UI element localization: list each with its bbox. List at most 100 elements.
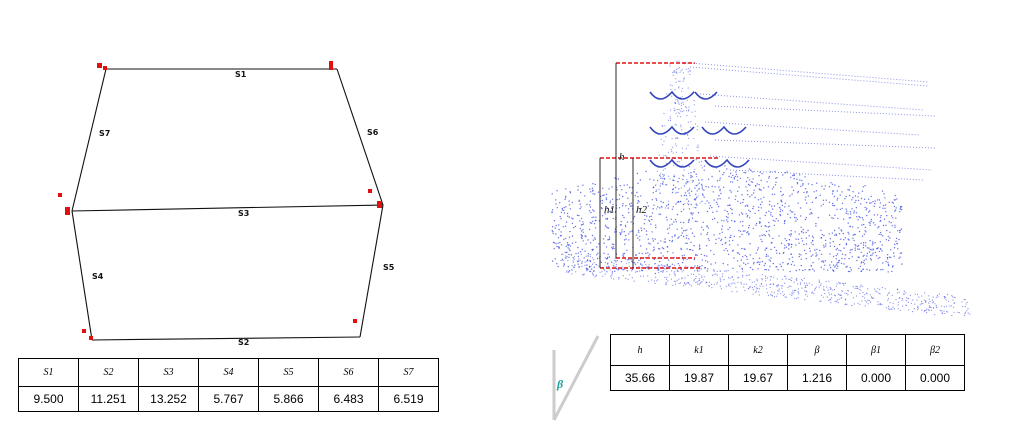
cloud-point: [726, 210, 728, 213]
cloud-point: [807, 229, 809, 232]
cloud-point: [693, 104, 695, 106]
cloud-point: [882, 207, 884, 209]
cloud-point: [686, 282, 688, 284]
cloud-point: [558, 228, 560, 231]
cloud-point: [674, 71, 676, 73]
cloud-point: [864, 294, 866, 296]
cloud-point: [625, 234, 627, 237]
cloud-point: [752, 227, 755, 230]
cloud-point: [823, 289, 825, 291]
cloud-point: [807, 295, 809, 297]
cloud-point: [683, 208, 685, 210]
cloud-point: [688, 218, 690, 221]
cloud-point: [670, 278, 673, 280]
cloud-point: [659, 248, 661, 250]
cloud-point: [602, 275, 604, 277]
cloud-point: [658, 154, 660, 156]
cloud-point: [673, 221, 675, 223]
cloud-point: [847, 294, 849, 296]
cloud-point: [637, 229, 640, 232]
cloud-point: [803, 277, 805, 279]
cloud-point: [784, 219, 786, 222]
cloud-point: [676, 108, 678, 111]
cloud-point: [797, 190, 799, 193]
cloud-point: [803, 282, 805, 284]
cloud-point: [655, 224, 657, 226]
cloud-point: [562, 259, 564, 261]
cloud-point: [757, 199, 760, 201]
cloud-point: [648, 242, 650, 244]
cloud-point: [589, 270, 591, 272]
cloud-point: [852, 237, 854, 239]
cloud-point: [682, 80, 684, 82]
cloud-point: [680, 282, 682, 284]
cloud-point: [582, 184, 584, 186]
cloud-point: [905, 292, 907, 294]
cloud-point: [855, 285, 857, 287]
cloud-point: [876, 247, 878, 250]
cloud-point: [799, 179, 801, 181]
cloud-point: [855, 245, 857, 247]
cloud-point: [681, 96, 683, 98]
cloud-point: [895, 299, 897, 301]
cloud-point: [696, 220, 698, 223]
cloud-point: [591, 187, 594, 189]
cloud-point: [672, 152, 674, 154]
cloud-point: [657, 269, 659, 272]
cloud-point: [746, 256, 748, 258]
cloud-point: [868, 251, 871, 253]
cloud-point: [749, 210, 751, 213]
cloud-point: [734, 198, 736, 201]
cloud-point: [891, 266, 894, 268]
cloud-point: [888, 292, 890, 294]
cloud-point: [585, 243, 587, 245]
cloud-point: [840, 262, 843, 265]
cloud-point: [680, 116, 682, 118]
cloud-point: [572, 257, 574, 259]
cloud-point: [758, 294, 760, 296]
cloud-point: [748, 217, 751, 219]
cloud-point: [861, 224, 863, 226]
cloud-point: [765, 255, 767, 258]
cloud-point: [815, 196, 817, 199]
cloud-point: [898, 291, 900, 293]
cloud-point: [663, 265, 666, 267]
cloud-point: [744, 289, 746, 292]
cloud-point: [627, 208, 630, 210]
cloud-point: [839, 243, 841, 246]
cloud-point: [591, 263, 594, 265]
cloud-point: [720, 239, 722, 242]
cloud-point: [646, 202, 648, 204]
cloud-point: [790, 253, 792, 255]
cloud-point: [746, 258, 748, 261]
cloud-point: [801, 179, 803, 182]
table-cell: 19.87: [669, 365, 729, 391]
cloud-point: [932, 302, 934, 304]
cloud-point: [805, 294, 807, 296]
cloud-point: [678, 177, 680, 180]
cloud-point: [655, 226, 657, 229]
cloud-point: [679, 112, 681, 115]
cloud-point: [775, 177, 777, 179]
cloud-point: [618, 268, 620, 270]
cloud-point: [753, 189, 755, 191]
cloud-point: [658, 188, 660, 190]
cloud-point: [683, 78, 685, 80]
cloud-point: [682, 101, 684, 103]
cloud-point: [671, 95, 673, 97]
cloud-point: [861, 235, 864, 237]
cloud-point: [579, 259, 581, 261]
cloud-point: [701, 226, 703, 228]
cloud-point: [663, 241, 665, 243]
cloud-point: [698, 273, 700, 275]
cloud-point: [853, 210, 855, 212]
cloud-point: [876, 268, 878, 270]
cloud-point: [594, 276, 596, 278]
cloud-point: [699, 202, 701, 204]
cloud-point: [888, 308, 890, 311]
cloud-point: [834, 234, 836, 236]
cloud-point: [687, 144, 689, 146]
cloud-point: [824, 292, 826, 295]
cloud-point: [853, 239, 855, 242]
point-cloud: [551, 60, 971, 317]
